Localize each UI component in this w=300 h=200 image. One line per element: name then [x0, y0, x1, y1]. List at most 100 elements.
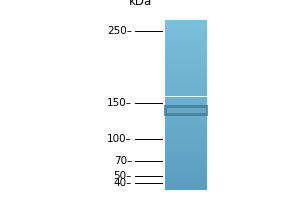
Bar: [165, 130, 207, 131]
Bar: [165, 120, 207, 121]
Bar: [165, 87, 207, 88]
Bar: [165, 117, 207, 118]
Bar: [165, 21, 207, 22]
Bar: [165, 131, 207, 132]
Bar: [165, 60, 207, 61]
Bar: [165, 106, 207, 107]
Bar: [165, 139, 207, 140]
Bar: [165, 170, 207, 171]
Bar: [165, 20, 207, 21]
Bar: [165, 168, 207, 169]
Text: 40–: 40–: [114, 178, 132, 188]
Bar: [165, 151, 207, 152]
Bar: [165, 34, 207, 35]
Bar: [165, 163, 207, 164]
Bar: [165, 70, 207, 71]
Bar: [165, 42, 207, 43]
Bar: [165, 46, 207, 47]
Bar: [165, 122, 207, 123]
Bar: [165, 133, 207, 134]
Bar: [165, 107, 207, 108]
Bar: [165, 172, 207, 173]
Bar: [165, 41, 207, 42]
Bar: [165, 169, 207, 170]
Bar: [165, 24, 207, 25]
Bar: [165, 167, 207, 168]
Bar: [165, 51, 207, 52]
Bar: [165, 160, 207, 161]
Bar: [165, 146, 207, 147]
Bar: [165, 72, 207, 73]
Bar: [165, 90, 207, 91]
Bar: [165, 62, 207, 63]
Bar: [165, 138, 207, 139]
Bar: [165, 135, 207, 136]
Bar: [165, 39, 207, 40]
Bar: [165, 166, 207, 167]
Bar: [165, 35, 207, 36]
Bar: [165, 102, 207, 103]
Text: 100–: 100–: [107, 134, 132, 144]
Bar: [165, 47, 207, 48]
Bar: [165, 83, 207, 84]
Bar: [165, 50, 207, 51]
Bar: [165, 173, 207, 174]
Bar: [165, 184, 207, 185]
Bar: [165, 144, 207, 145]
Bar: [165, 80, 207, 81]
Bar: [165, 61, 207, 62]
Bar: [165, 116, 207, 117]
Bar: [165, 55, 207, 56]
Bar: [165, 186, 207, 187]
Bar: [165, 44, 207, 45]
Bar: [165, 162, 207, 163]
Bar: [165, 187, 207, 188]
Bar: [165, 53, 207, 54]
Bar: [165, 119, 207, 120]
Bar: [165, 183, 207, 184]
Bar: [165, 99, 207, 100]
Bar: [165, 57, 207, 58]
Bar: [165, 125, 207, 126]
Bar: [165, 43, 207, 44]
Bar: [165, 154, 207, 155]
Bar: [165, 65, 207, 66]
Bar: [165, 124, 207, 125]
Bar: [165, 77, 207, 78]
Bar: [165, 118, 207, 119]
Bar: [165, 63, 207, 64]
Bar: [165, 29, 207, 30]
Bar: [165, 112, 207, 113]
Bar: [165, 134, 207, 135]
Bar: [165, 128, 207, 129]
Bar: [165, 182, 207, 183]
Bar: [165, 153, 207, 154]
Bar: [165, 95, 207, 96]
Text: kDa: kDa: [129, 0, 153, 8]
Bar: [165, 123, 207, 124]
Bar: [165, 59, 207, 60]
Bar: [165, 48, 207, 49]
Bar: [165, 140, 207, 141]
Bar: [165, 105, 207, 106]
Bar: [164, 105, 208, 116]
Bar: [165, 142, 207, 143]
Text: 250–: 250–: [107, 26, 132, 36]
Text: 70–: 70–: [114, 156, 132, 166]
Bar: [165, 93, 207, 94]
Bar: [165, 136, 207, 137]
Bar: [165, 37, 207, 38]
Bar: [165, 28, 207, 29]
Bar: [165, 78, 207, 79]
Bar: [165, 157, 207, 158]
Bar: [165, 180, 207, 181]
Bar: [165, 73, 207, 74]
Bar: [165, 26, 207, 27]
Bar: [165, 174, 207, 175]
Bar: [165, 108, 207, 109]
Bar: [165, 67, 207, 68]
Bar: [165, 45, 207, 46]
Bar: [165, 152, 207, 153]
Bar: [165, 49, 207, 50]
Bar: [165, 143, 207, 144]
